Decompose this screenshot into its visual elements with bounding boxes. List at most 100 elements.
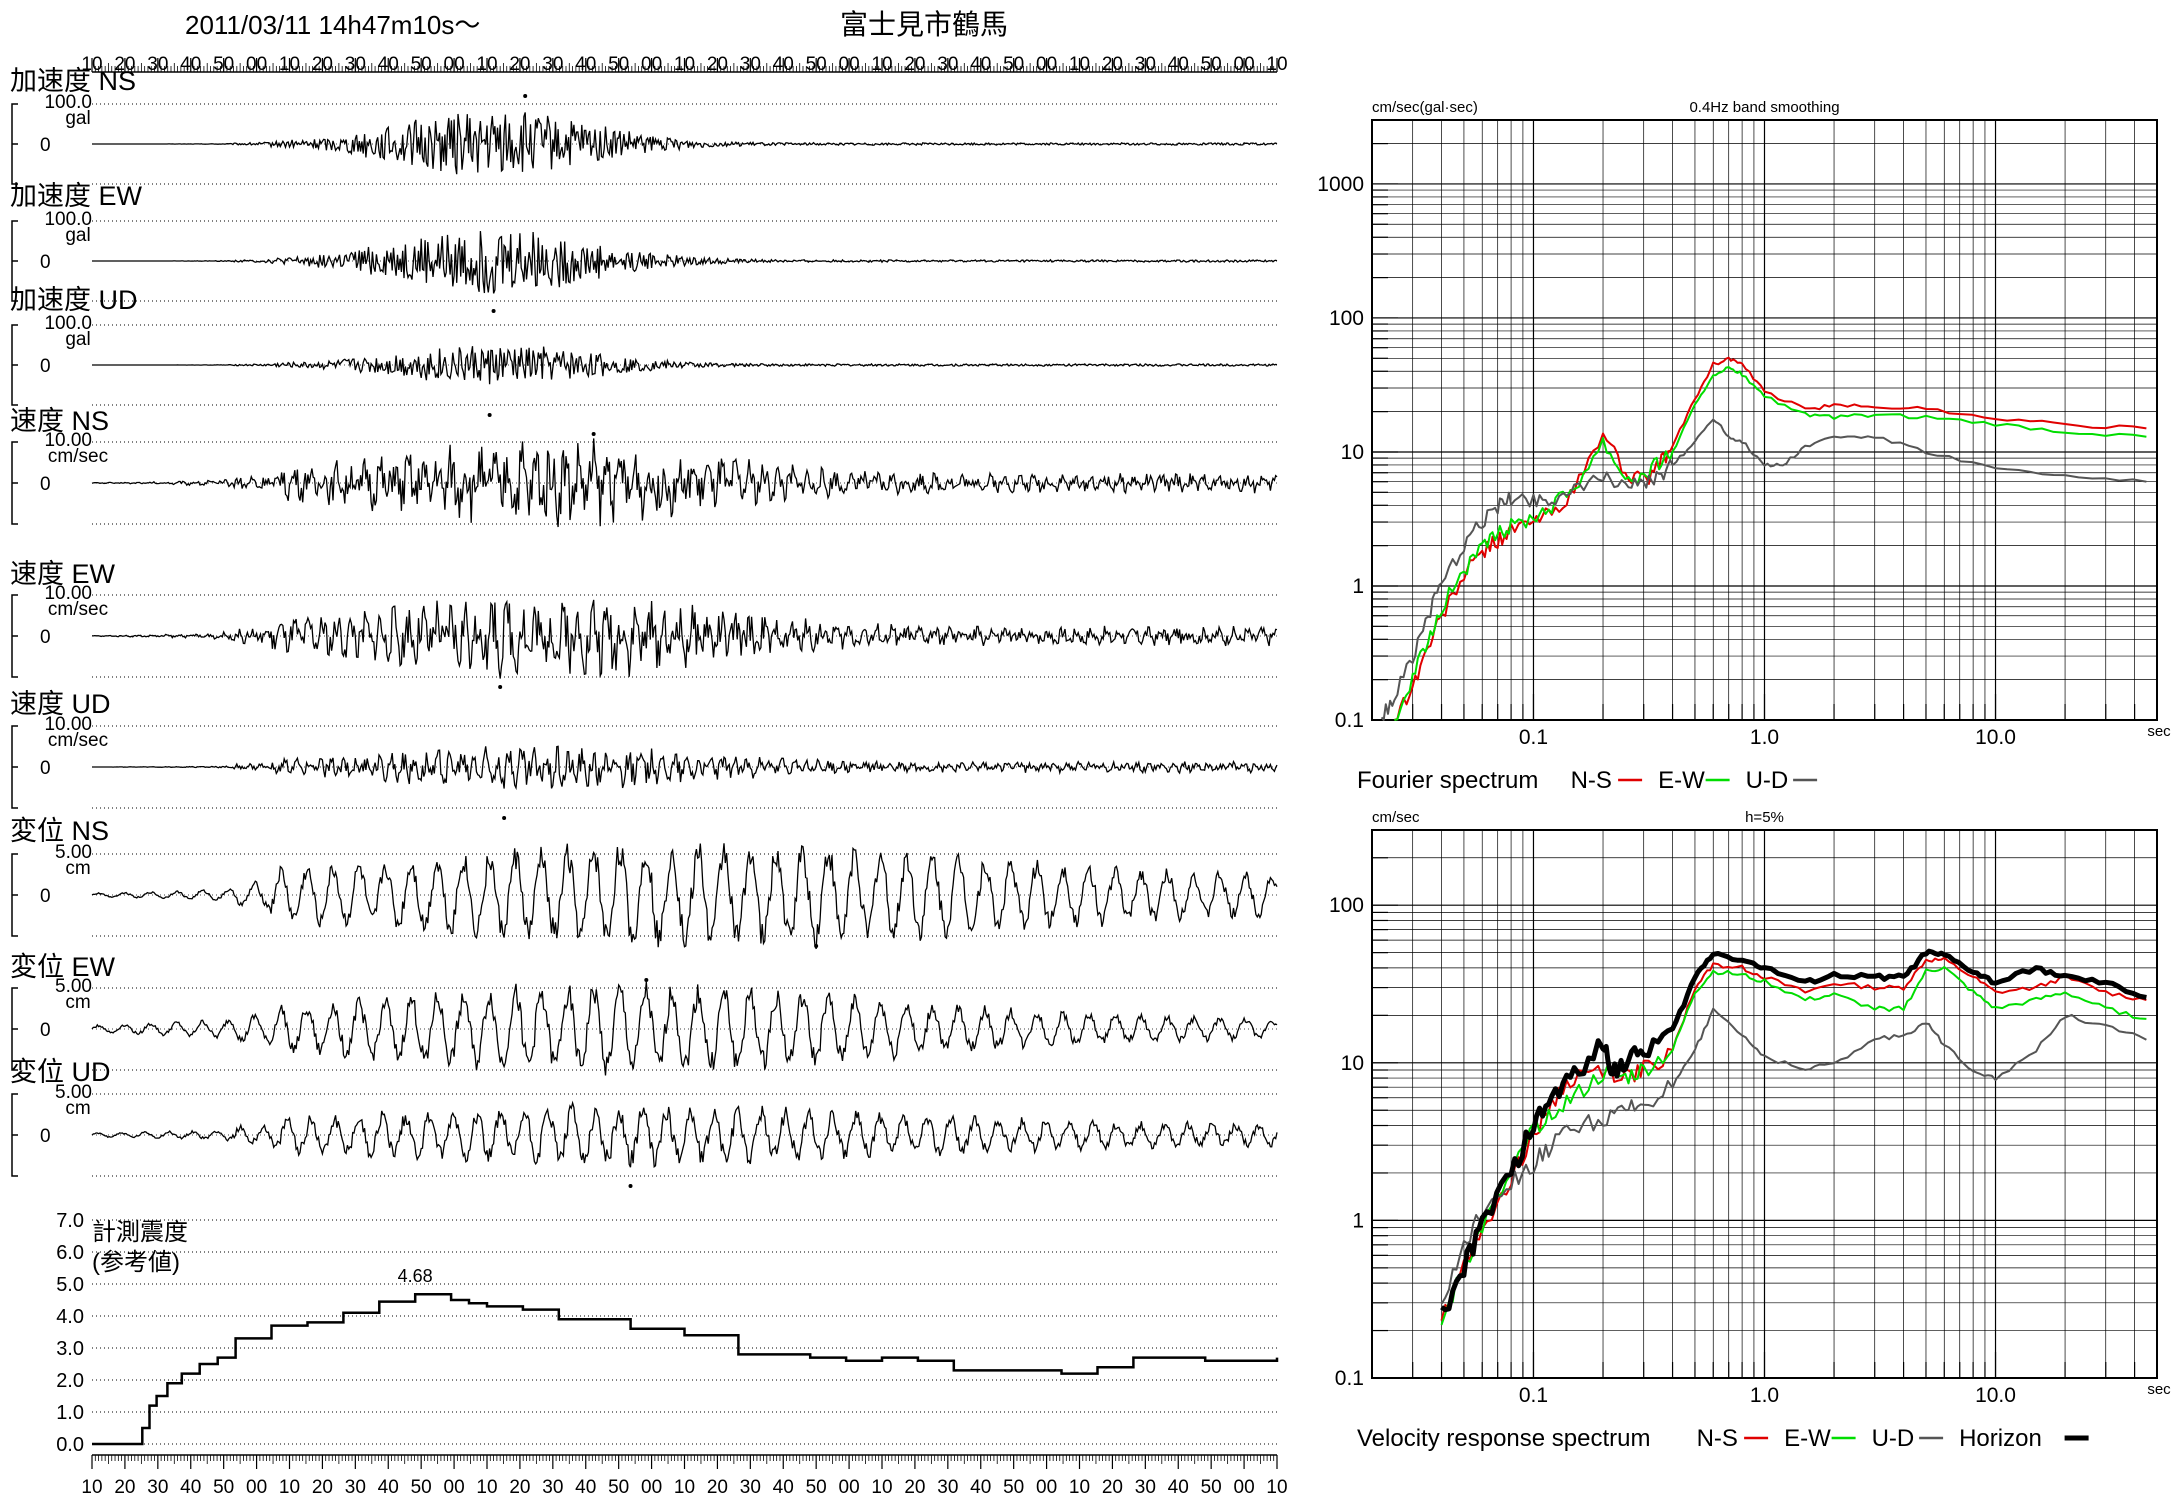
time-axis-label: 10 [674, 1477, 695, 1498]
time-axis-label: 20 [114, 1477, 135, 1498]
time-axis-label: 40 [180, 54, 201, 75]
waveform-unit: gal [65, 329, 90, 350]
time-axis-label: 50 [1003, 1477, 1024, 1498]
time-axis-label: 50 [806, 54, 827, 75]
waveform-peak-marker [498, 685, 503, 689]
time-axis-label: 30 [542, 54, 563, 75]
header-station: 富士見市鶴馬 [840, 9, 1008, 40]
waveform-label: 速度 UD [10, 689, 111, 719]
chart-ytick-label: 0.1 [1335, 709, 1364, 732]
header-datetime: 2011/03/11 14h47m10s～ [185, 10, 480, 40]
waveform-peak-marker [523, 94, 528, 98]
waveform-trace [91, 1100, 1278, 1169]
intensity-tick-label: 3.0 [56, 1338, 84, 1360]
intensity-sublabel: (参考値) [92, 1249, 180, 1276]
waveform-scale: 100.0 [44, 92, 92, 113]
waveform-scale: 100.0 [44, 313, 92, 334]
time-axis-label: 40 [773, 1477, 794, 1498]
waveform-zero: 0 [40, 1020, 51, 1041]
time-axis-label: 00 [1036, 54, 1057, 75]
chart-series-horizon [1440, 948, 2147, 1313]
waveform-peak-marker [644, 978, 649, 982]
chart-ytick-label: 1 [1352, 1209, 1364, 1232]
legend-label: N-S [1697, 1425, 1738, 1452]
waveform-scale: 100.0 [44, 209, 92, 230]
time-axis-label: 00 [641, 54, 662, 75]
waveform-zero: 0 [40, 135, 51, 156]
intensity-tick-label: 4.0 [56, 1306, 84, 1328]
time-axis-label: 20 [904, 1477, 925, 1498]
intensity-grid: 0.0 1.0 2.0 3.0 4.0 5.0 6.0 7.0 [56, 1210, 1277, 1456]
chart-ylabel: cm/sec [1372, 809, 1420, 826]
waveform-peak-marker [628, 1184, 633, 1188]
time-axis-label: 40 [1168, 1477, 1189, 1498]
chart-series-n-s [1394, 356, 2147, 721]
time-axis-label: 30 [542, 1477, 563, 1498]
time-axis-label: 40 [575, 1477, 596, 1498]
time-axis-label: 00 [839, 54, 860, 75]
waveform-trace [92, 745, 1278, 791]
time-axis-label: 50 [806, 1477, 827, 1498]
waveform-scale: 10.00 [44, 714, 92, 735]
waveform-label: 加速度 NS [10, 66, 136, 96]
time-axis-label: 10 [1266, 54, 1287, 75]
legend-label: E-W [1658, 767, 1705, 794]
time-axis-label: 50 [213, 1477, 234, 1498]
waveform-unit: cm/sec [48, 599, 108, 620]
waveform-trace [91, 981, 1278, 1076]
chart-series-e-w [1394, 366, 2147, 721]
legend-label: U-D [1872, 1425, 1915, 1452]
waveform-zero: 0 [40, 758, 51, 779]
time-axis-label: 20 [707, 1477, 728, 1498]
chart-ytick-label: 0.1 [1335, 1367, 1364, 1390]
time-axis-label: 50 [1003, 54, 1024, 75]
time-axis-label: 30 [937, 1477, 958, 1498]
intensity-tick-label: 7.0 [56, 1210, 84, 1232]
chart-xlabel: sec [2147, 1381, 2171, 1398]
legend-label: E-W [1784, 1425, 1831, 1452]
time-axis-label: 30 [740, 54, 761, 75]
waveform-trace [92, 231, 1278, 294]
chart-xlabel: sec [2147, 723, 2171, 740]
waveform-peak-marker [491, 309, 496, 313]
time-axis-label: 20 [1102, 54, 1123, 75]
chart-ytick-label: 10 [1341, 441, 1364, 464]
time-axis-label: 10 [674, 54, 695, 75]
waveform-scale: 5.00 [55, 1082, 92, 1103]
time-axis-label: 50 [1201, 1477, 1222, 1498]
waveform-zero: 0 [40, 1126, 51, 1147]
chart-series-u-d [1440, 1007, 2147, 1305]
chart-xtick-label: 10.0 [1975, 1384, 2016, 1407]
time-axis-label: 40 [773, 54, 794, 75]
chart-ytick-label: 100 [1329, 894, 1364, 917]
intensity-tick-label: 0.0 [56, 1434, 84, 1456]
waveform-scale: 10.00 [44, 430, 92, 451]
waveform-trace [92, 346, 1278, 385]
time-axis-label: 20 [114, 54, 135, 75]
time-axis-label: 40 [378, 1477, 399, 1498]
time-axis-label: 30 [147, 1477, 168, 1498]
waveform-trace [91, 843, 1278, 950]
time-axis-label: 20 [509, 54, 530, 75]
chart-series-e-w [1440, 966, 2147, 1326]
time-axis-label: 00 [444, 1477, 465, 1498]
intensity-tick-label: 1.0 [56, 1402, 84, 1424]
chart-xtick-label: 1.0 [1750, 726, 1779, 749]
time-axis-label: 50 [1201, 54, 1222, 75]
waveform-unit: cm [65, 858, 90, 879]
time-axis-label: 30 [1135, 54, 1156, 75]
time-axis-label: 10 [279, 1477, 300, 1498]
time-axis-label: 00 [1234, 54, 1255, 75]
time-axis-label: 10 [1266, 1477, 1287, 1498]
chart-ytick-label: 1 [1352, 575, 1364, 598]
time-axis-label: 50 [411, 1477, 432, 1498]
chart-frame [1371, 119, 2158, 721]
chart-ytick-label: 10 [1341, 1052, 1364, 1075]
time-axis-label: 20 [312, 1477, 333, 1498]
